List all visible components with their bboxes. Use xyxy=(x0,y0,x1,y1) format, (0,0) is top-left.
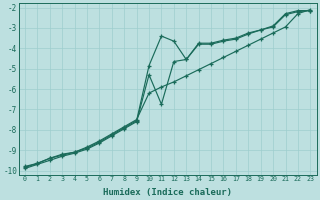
X-axis label: Humidex (Indice chaleur): Humidex (Indice chaleur) xyxy=(103,188,232,197)
